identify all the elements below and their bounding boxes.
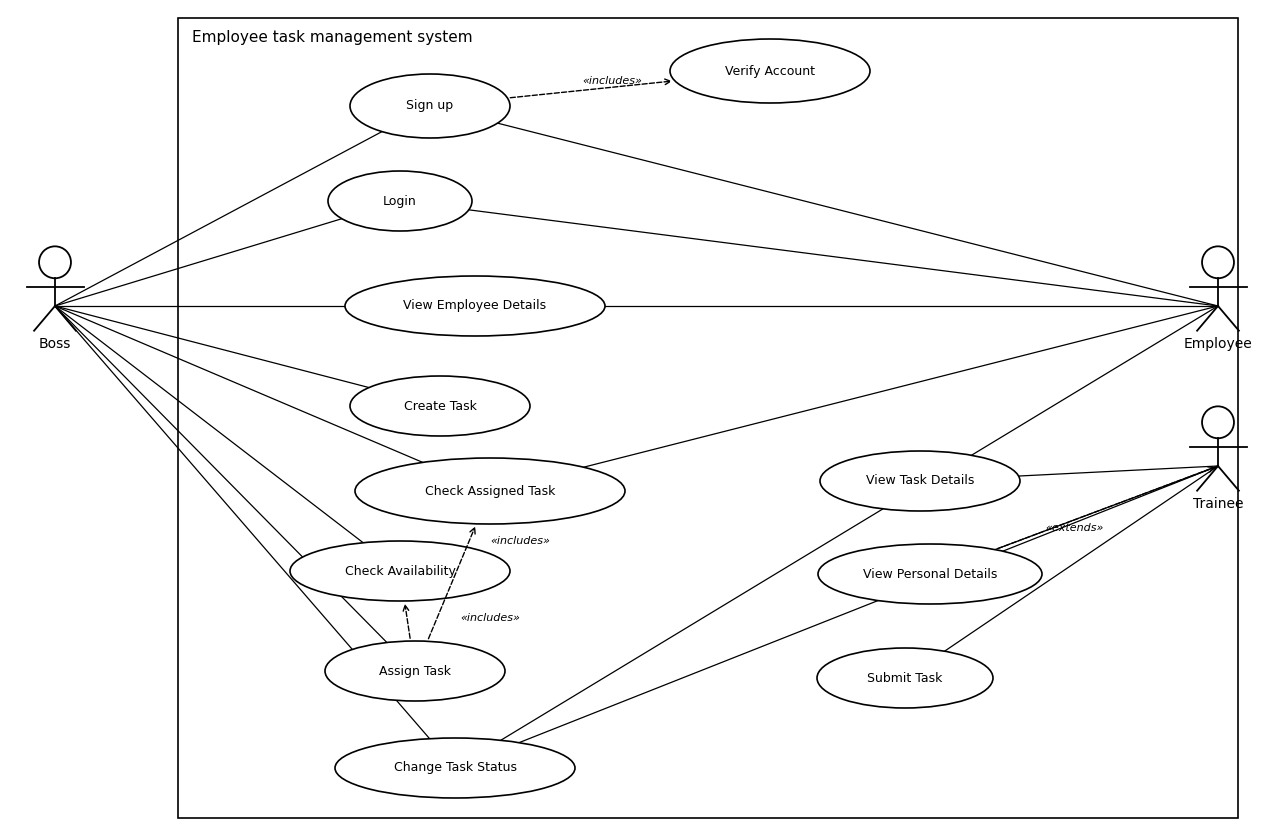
Ellipse shape [328, 171, 472, 231]
Text: «includes»: «includes» [489, 536, 550, 546]
Text: Verify Account: Verify Account [725, 64, 815, 78]
Text: Trainee: Trainee [1192, 497, 1243, 511]
Text: View Employee Details: View Employee Details [404, 299, 547, 313]
Text: View Personal Details: View Personal Details [863, 568, 997, 580]
Text: Change Task Status: Change Task Status [394, 762, 516, 774]
Text: Submit Task: Submit Task [868, 671, 943, 685]
Text: Employee: Employee [1183, 337, 1252, 350]
Ellipse shape [355, 458, 625, 524]
Ellipse shape [350, 376, 530, 436]
Text: Login: Login [383, 195, 417, 207]
Text: «includes»: «includes» [460, 613, 520, 623]
Text: Check Availability: Check Availability [345, 564, 455, 578]
Ellipse shape [335, 738, 575, 798]
Text: Boss: Boss [38, 337, 72, 350]
Ellipse shape [350, 74, 510, 138]
Ellipse shape [818, 544, 1042, 604]
Ellipse shape [670, 39, 870, 103]
Ellipse shape [820, 451, 1020, 511]
Text: «extends»: «extends» [1045, 523, 1104, 533]
FancyBboxPatch shape [178, 18, 1238, 818]
Text: Sign up: Sign up [406, 99, 454, 113]
Text: Assign Task: Assign Task [380, 665, 451, 677]
Ellipse shape [817, 648, 993, 708]
Text: Create Task: Create Task [404, 400, 477, 412]
Text: «includes»: «includes» [581, 76, 642, 86]
Text: Employee task management system: Employee task management system [192, 30, 473, 45]
Ellipse shape [345, 276, 604, 336]
Text: Check Assigned Task: Check Assigned Task [424, 485, 555, 497]
Text: View Task Details: View Task Details [865, 475, 974, 487]
Ellipse shape [325, 641, 505, 701]
Ellipse shape [290, 541, 510, 601]
